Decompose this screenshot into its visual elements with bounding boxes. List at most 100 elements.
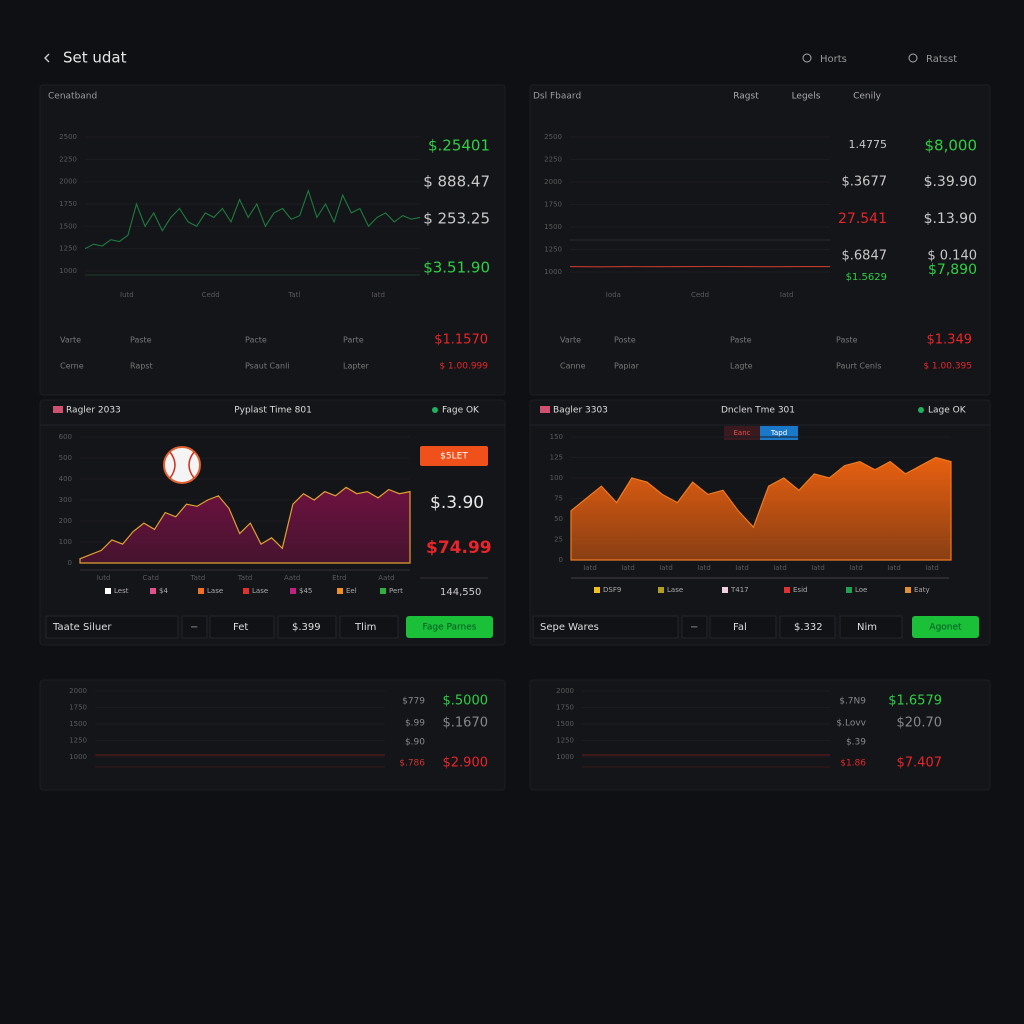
x-tick-label: Cedd [202, 291, 220, 299]
y-tick-label: 75 [554, 495, 563, 503]
status[interactable]: Lage OK [928, 406, 967, 416]
x-tick-label: Iatd [925, 564, 939, 572]
button-label[interactable]: Fage Parnes [423, 623, 477, 633]
row-cell: Lagte [730, 362, 753, 371]
legend-swatch [722, 587, 728, 593]
x-tick-label: Iatd [659, 564, 673, 572]
control[interactable]: Fet [233, 622, 248, 633]
row-cell: Paste [730, 336, 752, 345]
flag [53, 406, 63, 413]
y-tick-label: 125 [550, 454, 563, 462]
button[interactable] [406, 616, 493, 638]
panel-subtitle: Dnclen Tme 301 [721, 406, 795, 416]
tab[interactable]: Ragst [733, 92, 759, 102]
panel-title: Ragler 2033 [66, 406, 121, 416]
back-icon[interactable] [44, 53, 50, 63]
y-tick-label: 1250 [544, 246, 562, 254]
panel-title: Bagler 3303 [553, 406, 608, 416]
y-tick-label: 1750 [544, 201, 562, 209]
value: $7,890 [928, 262, 977, 278]
legend-label: Lase [207, 587, 223, 595]
value: $.25401 [428, 137, 490, 155]
value: $.3.90 [430, 493, 484, 513]
x-tick-label: Iatd [811, 564, 825, 572]
value: $3.51.90 [423, 259, 490, 277]
value: $7.407 [897, 756, 943, 771]
control-box [209, 615, 275, 639]
legend-label: T417 [730, 586, 749, 594]
reset[interactable]: Ratsst [926, 54, 957, 65]
value: $1.5629 [846, 272, 887, 283]
legend-swatch [594, 587, 600, 593]
legend-label: Eaty [914, 586, 930, 594]
y-tick-label: 1500 [544, 223, 562, 231]
y-tick-label: 1500 [59, 222, 77, 230]
row-cell: Poste [614, 336, 636, 345]
control[interactable]: $.399 [292, 622, 321, 633]
tab[interactable]: Cenily [853, 92, 882, 102]
ball [163, 446, 201, 484]
value: $.39 [846, 738, 866, 748]
control[interactable]: Taate Siluer [52, 622, 112, 633]
y-tick-label: 2250 [59, 155, 77, 163]
legend-swatch [105, 588, 111, 594]
panel-title: Dsl Fbaard [533, 92, 581, 102]
legend-swatch [905, 587, 911, 593]
value: $ 888.47 [423, 173, 490, 191]
control-box [339, 615, 399, 639]
legend-label: Esid [793, 586, 807, 594]
toggle-label[interactable]: Eanc [734, 429, 751, 437]
y-tick-label: 500 [59, 454, 72, 462]
status-dot [432, 407, 438, 413]
x-tick-label: Iatd [773, 564, 787, 572]
value: $.7N9 [839, 697, 866, 707]
row-value: $1.349 [927, 333, 973, 348]
value: $.39.90 [924, 174, 977, 190]
legend-swatch [198, 588, 204, 594]
row-cell: Paurt Cenls [836, 362, 881, 371]
legend-swatch [846, 587, 852, 593]
x-tick-label: Iatd [780, 291, 794, 299]
button[interactable] [912, 616, 979, 638]
control[interactable]: Fal [733, 622, 747, 633]
y-tick-label: 2000 [59, 178, 77, 186]
x-tick-label: Ioda [606, 291, 621, 299]
y-tick-label: 300 [59, 496, 72, 504]
y-tick-label: 2000 [69, 687, 87, 695]
value: $.3677 [842, 175, 888, 190]
search[interactable]: Horts [820, 54, 847, 65]
value: $8,000 [925, 137, 978, 155]
stepper: − [190, 622, 198, 633]
legend-swatch [784, 587, 790, 593]
legend-label: Lase [252, 587, 268, 595]
panel [39, 84, 506, 396]
control[interactable]: Nim [857, 622, 877, 633]
panel [39, 399, 506, 646]
x-tick-label: Cedd [691, 291, 709, 299]
stepper: − [690, 622, 698, 633]
search-icon [802, 53, 812, 63]
y-tick-label: 400 [59, 475, 72, 483]
status[interactable]: Fage OK [442, 406, 480, 416]
legend-label: Lase [667, 586, 683, 594]
x-tick-label: Tatd [237, 574, 253, 582]
tab[interactable]: Legels [792, 92, 821, 102]
y-tick-label: 1750 [59, 200, 77, 208]
control[interactable]: Sepe Wares [540, 622, 599, 633]
value: 1.4775 [849, 138, 888, 151]
y-tick-label: 2000 [556, 687, 574, 695]
x-tick-label: Tatd [190, 574, 206, 582]
value: $74.99 [426, 538, 492, 558]
x-tick-label: Catd [143, 574, 159, 582]
control[interactable]: Tlim [354, 622, 376, 633]
y-tick-label: 50 [554, 515, 563, 523]
button-label[interactable]: Agonet [929, 623, 962, 633]
y-tick-label: 1750 [556, 704, 574, 712]
legend-swatch [243, 588, 249, 594]
control[interactable]: $.332 [794, 622, 823, 633]
x-tick-label: Aatd [378, 574, 394, 582]
x-tick-label: Iatd [697, 564, 711, 572]
toggle-label[interactable]: Tapd [770, 429, 787, 437]
row-value: $ 1.00.999 [439, 362, 488, 372]
